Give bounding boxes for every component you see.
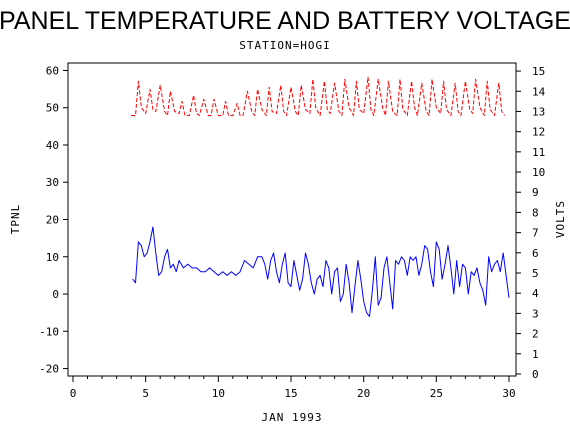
chart-subtitle: STATION=HOGI (239, 39, 330, 52)
x-tick-label: 5 (142, 387, 149, 400)
y-axis-left-label: TPNL (9, 204, 22, 235)
y-right-tick-label: 6 (532, 247, 539, 260)
y-right-tick-label: 7 (532, 227, 539, 240)
y-right-tick-label: 5 (532, 267, 539, 280)
y-right-tick-label: 8 (532, 206, 539, 219)
y-axis-right-label: VOLTS (554, 200, 567, 238)
x-tick-label: 15 (284, 387, 297, 400)
y-right-tick-label: 13 (532, 105, 545, 118)
y-right-tick-label: 0 (532, 368, 539, 381)
y-right-tick-label: 12 (532, 126, 545, 139)
x-tick-label: 10 (212, 387, 225, 400)
battery-voltage-line (131, 76, 506, 116)
x-axis: 0 5 10 15 20 25 30 (70, 376, 516, 400)
y-right-tick-label: 9 (532, 186, 539, 199)
y-left-tick-label: 50 (46, 102, 59, 115)
y-right-tick-label: 14 (532, 85, 546, 98)
plot-frame (67, 62, 517, 377)
y-left-tick-label: 60 (46, 64, 59, 77)
y-left-tick-label: -20 (39, 363, 59, 376)
y-right-tick-label: 10 (532, 166, 545, 179)
y-axis-left: -20 -10 0 10 20 30 40 50 60 (39, 64, 68, 376)
y-right-tick-label: 1 (532, 348, 539, 361)
x-tick-label: 0 (70, 387, 77, 400)
x-tick-label: 30 (502, 387, 515, 400)
x-tick-label: 25 (430, 387, 443, 400)
series-layer (131, 76, 510, 317)
y-left-tick-label: -10 (39, 325, 59, 338)
y-left-tick-label: 0 (52, 288, 59, 301)
y-right-tick-label: 2 (532, 328, 539, 341)
chart-title: PANEL TEMPERATURE AND BATTERY VOLTAGE (0, 7, 570, 35)
y-left-tick-label: 10 (46, 251, 59, 264)
x-tick-label: 20 (357, 387, 370, 400)
y-left-tick-label: 40 (46, 139, 59, 152)
panel-temperature-line (132, 226, 510, 317)
y-right-tick-label: 3 (532, 307, 539, 320)
y-left-tick-label: 30 (46, 176, 59, 189)
y-right-tick-label: 15 (532, 65, 545, 78)
y-right-tick-label: 11 (532, 146, 545, 159)
y-left-tick-label: 20 (46, 214, 59, 227)
x-axis-label: JAN 1993 (262, 411, 323, 424)
y-right-tick-label: 4 (532, 287, 539, 300)
